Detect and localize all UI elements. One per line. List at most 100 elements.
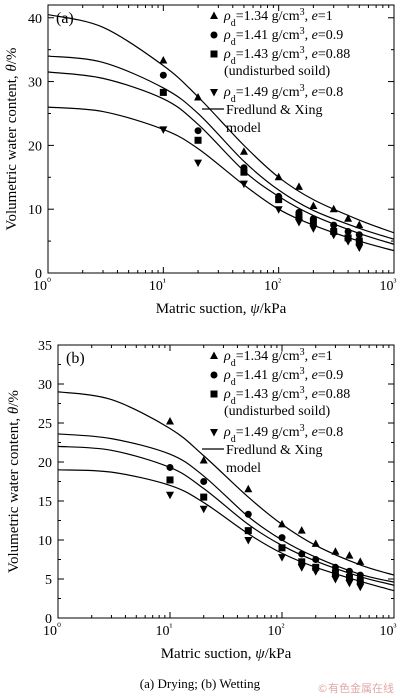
data-point (278, 519, 286, 528)
plot-area (58, 391, 394, 592)
data-point (200, 493, 208, 501)
y-tick-label: 10 (28, 203, 42, 218)
legend-model-label: Fredlund & Xing (226, 443, 322, 458)
data-point (331, 547, 340, 555)
data-point (166, 416, 174, 425)
y-tick-label: 10 (38, 534, 52, 549)
y-tick-label: 20 (38, 456, 52, 471)
data-point (199, 505, 208, 514)
data-point (309, 218, 317, 226)
data-point (244, 510, 252, 518)
data-point (355, 244, 364, 252)
data-point (275, 196, 283, 204)
x-tick-label: 10² (268, 622, 285, 640)
data-point (297, 564, 306, 572)
data-point (244, 537, 253, 545)
legend: ρd=1.34 g/cm3, e=1ρd=1.41 g/cm3, e=0.9ρd… (202, 7, 350, 136)
data-point (297, 526, 306, 534)
x-tick-label: 10⁰ (43, 622, 61, 640)
legend-marker (210, 351, 218, 359)
legend-marker (210, 50, 218, 58)
y-tick-label: 5 (45, 573, 52, 588)
data-point (344, 238, 353, 246)
y-tick-label: 15 (38, 495, 52, 510)
data-point (356, 583, 365, 592)
model-curve (58, 469, 394, 592)
data-point (239, 147, 248, 155)
watermark-text: ©有色金属在线 (317, 682, 394, 695)
x-tick-label: 10³ (380, 622, 397, 640)
legend-entry: ρd=1.34 g/cm3, e=1 (223, 347, 333, 369)
data-point (159, 56, 168, 64)
legend-entry-note: (undisturbed soild) (224, 64, 330, 79)
data-point (329, 204, 338, 213)
x-axis-label: Matric suction, ψ/kPa (156, 301, 287, 317)
y-tick-label: 25 (38, 417, 52, 432)
legend-model-label: Fredlund & Xing (226, 103, 322, 118)
data-point (311, 568, 320, 576)
data-point (355, 220, 364, 229)
data-point (159, 71, 167, 79)
panel-label: (b) (66, 350, 85, 367)
x-tick-label: 10² (264, 277, 281, 295)
plot-area (48, 13, 394, 252)
data-point (194, 136, 202, 144)
chart-panel-b: 10⁰ 10¹ 10² 10³ 0 5 10 15 20 25 30 35 Matric suction… (6, 339, 397, 662)
data-point (274, 206, 283, 214)
data-point (309, 201, 318, 209)
y-tick-label: 40 (28, 12, 42, 27)
legend-entry: ρd=1.34 g/cm3, e=1 (223, 7, 333, 29)
data-point (166, 491, 174, 500)
y-tick-label: 30 (38, 378, 52, 393)
data-point (294, 182, 303, 190)
legend-marker (210, 371, 218, 379)
y-tick-label: 0 (35, 267, 42, 282)
y-tick-label: 20 (28, 139, 42, 154)
data-point (344, 214, 353, 222)
data-point (194, 93, 203, 101)
data-point (356, 577, 364, 585)
legend: ρd=1.34 g/cm3, e=1ρd=1.41 g/cm3, e=0.9ρd… (202, 347, 350, 476)
data-point (331, 576, 340, 584)
y-tick-label: 35 (38, 339, 52, 354)
legend-marker (210, 11, 218, 19)
legend-marker (210, 89, 218, 97)
model-curve (58, 391, 394, 576)
y-axis-label: Volumetric water content, θ/% (6, 390, 22, 573)
y-tick-label: 30 (28, 76, 42, 91)
legend-model-label: model (226, 461, 261, 476)
model-curve (58, 445, 394, 586)
data-point (159, 126, 168, 134)
x-tick-label: 10¹ (156, 622, 173, 640)
figure: 10⁰ 10¹ 10² 10³ 0 10 20 30 40 Matric suction, ψ/k… (4, 4, 397, 662)
data-point (330, 228, 338, 236)
plot-frame (47, 4, 395, 274)
data-point (356, 557, 365, 565)
chart-panel-a: 10⁰ 10¹ 10² 10³ 0 10 20 30 40 Matric suction, ψ/k… (4, 4, 397, 317)
data-point (194, 159, 203, 168)
model-curve (48, 106, 394, 252)
legend-marker (210, 429, 218, 437)
y-tick-label: 0 (45, 612, 52, 627)
data-point (345, 551, 354, 559)
data-point (295, 212, 303, 220)
data-point (278, 544, 286, 552)
data-point (294, 218, 303, 227)
plot-frame (57, 344, 395, 619)
data-point (331, 569, 339, 577)
data-point (194, 127, 202, 135)
y-axis-label: Volumetric water content, θ/% (4, 48, 20, 231)
figure-caption: (a) Drying; (b) Wetting (139, 676, 261, 691)
data-point (309, 225, 318, 233)
data-point (244, 484, 253, 493)
data-point (240, 168, 248, 176)
legend-entry: ρd=1.43 g/cm3, e=0.88 (223, 385, 350, 407)
data-point (345, 573, 353, 581)
data-point (239, 180, 248, 189)
data-point (200, 478, 208, 485)
legend-entry: ρd=1.49 g/cm3, e=0.8 (223, 423, 343, 445)
data-point (329, 231, 338, 240)
x-axis-label: Matric suction, ψ/kPa (161, 646, 292, 662)
x-tick-label: 10³ (380, 277, 397, 295)
model-curve (48, 55, 394, 240)
